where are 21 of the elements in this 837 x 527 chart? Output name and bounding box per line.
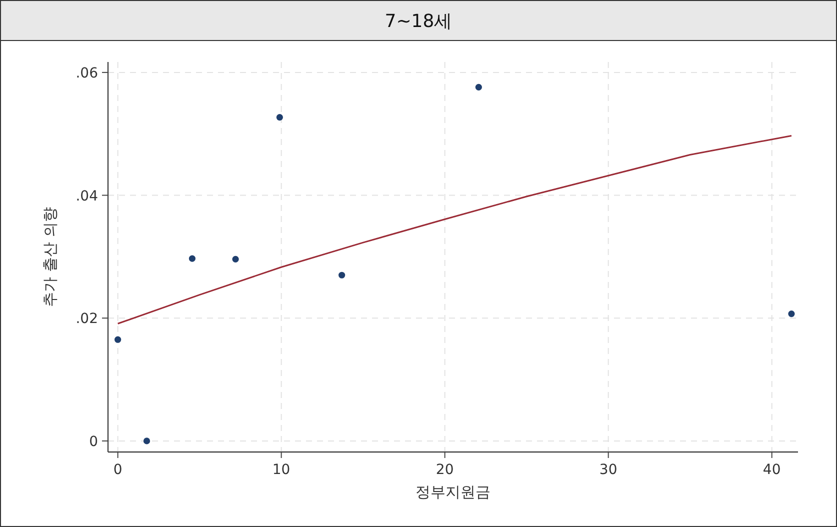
point <box>475 84 482 90</box>
point <box>143 438 150 444</box>
point <box>338 272 346 278</box>
x-tick-label: 20 <box>436 462 454 478</box>
line-series <box>117 134 792 324</box>
y-axis-title: 추가 출산 의향 <box>41 207 59 307</box>
point <box>788 310 795 318</box>
x-tick-label: 10 <box>272 462 290 478</box>
y-tick-label: .02 <box>76 311 98 328</box>
point <box>188 255 196 262</box>
point <box>114 336 122 343</box>
point <box>276 114 283 121</box>
y-tick-label: .04 <box>76 188 98 204</box>
x-tick-label: 0 <box>113 462 122 478</box>
x-tick-label: 40 <box>762 462 781 478</box>
point <box>232 256 239 262</box>
chart-title: 7~18세 <box>384 11 452 32</box>
x-tick-label: 30 <box>599 462 618 478</box>
y-tick-label: .06 <box>76 65 98 82</box>
y-tick-label: 0 <box>89 434 98 450</box>
x-axis-title: 정부지원금 <box>416 483 490 501</box>
